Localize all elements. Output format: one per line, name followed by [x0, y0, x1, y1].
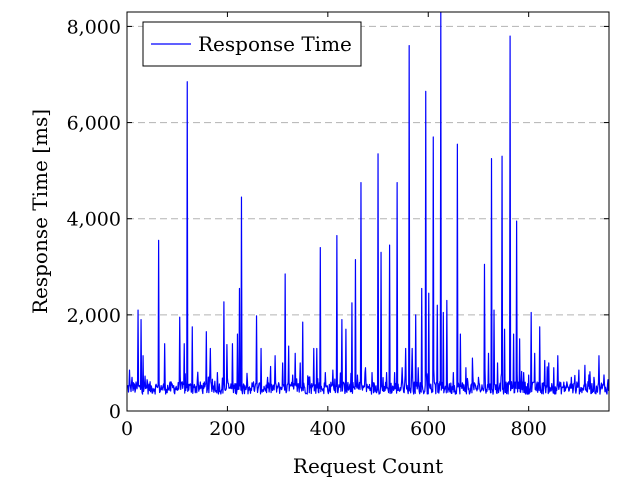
axis-ticks [126, 12, 609, 412]
grid-lines [127, 25, 609, 316]
plot-area [127, 12, 609, 395]
legend-label-response-time: Response Time [198, 32, 352, 56]
legend: Response Time [142, 21, 362, 67]
x-tick-label-4: 800 [511, 418, 547, 440]
x-axis-title: Request Count [293, 454, 443, 478]
y-tick-label-0: 0 [109, 401, 121, 423]
x-tick-label-1: 200 [209, 418, 245, 440]
x-tick-label-3: 600 [410, 418, 446, 440]
response-time-series-line [127, 12, 609, 395]
x-tick-label-0: 0 [121, 418, 133, 440]
y-axis-title: Response Time [ms] [28, 109, 52, 314]
y-tick-label-1: 2,000 [67, 305, 121, 327]
x-tick-label-2: 400 [310, 418, 346, 440]
y-tick-label-4: 8,000 [67, 16, 121, 38]
y-tick-label-2: 4,000 [67, 209, 121, 231]
plot-frame [126, 11, 610, 412]
y-tick-label-3: 6,000 [67, 113, 121, 135]
axis-tick-labels: 0 200 400 600 800 0 2,000 4,000 6,000 8,000 [67, 16, 547, 440]
